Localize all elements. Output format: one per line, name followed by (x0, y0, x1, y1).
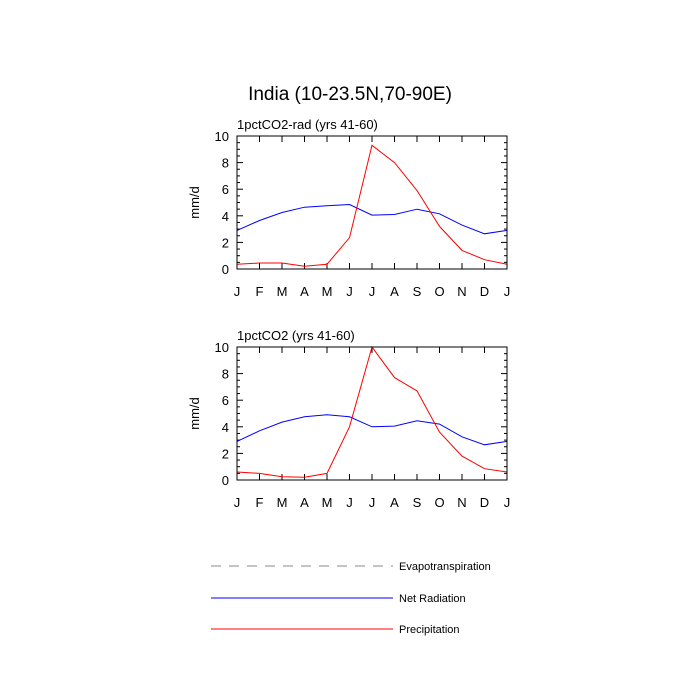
series-line-net-radiation (236, 414, 508, 446)
y-tick-label: 8 (222, 156, 229, 171)
y-axis-label: mm/d (187, 186, 202, 219)
figure-title: India (10-23.5N,70-90E) (248, 84, 452, 105)
series-line-precipitation (236, 144, 508, 267)
x-tick-label: J (504, 284, 511, 299)
x-tick-label: J (369, 284, 376, 299)
x-tick-label: M (277, 284, 288, 299)
legend: Evapotranspiration Net Radiation Precipita… (211, 561, 491, 636)
x-tick-label: S (413, 284, 422, 299)
y-tick-label: 2 (222, 446, 229, 461)
y-axis-label: mm/d (187, 397, 202, 430)
plot-frame (236, 135, 508, 270)
x-tick-label: D (480, 284, 489, 299)
plot-frame (236, 346, 508, 481)
panel-subtitle: 1pctCO2 (yrs 41-60) (237, 328, 355, 343)
legend-label: Net Radiation (399, 593, 466, 605)
y-tick-label: 6 (222, 182, 229, 197)
x-tick-label: J (234, 495, 241, 510)
x-tick-label: M (322, 284, 333, 299)
y-tick-label: 8 (222, 367, 229, 382)
x-tick-label: J (369, 495, 376, 510)
y-tick-label: 6 (222, 393, 229, 408)
x-tick-label: M (277, 495, 288, 510)
x-tick-label: N (457, 495, 466, 510)
panel-subtitle: 1pctCO2-rad (yrs 41-60) (237, 117, 378, 132)
x-tick-label: A (300, 284, 309, 299)
series-line-net-radiation (236, 203, 508, 235)
x-tick-label: O (434, 495, 444, 510)
x-tick-label: A (300, 495, 309, 510)
x-tick-label: F (256, 284, 264, 299)
x-tick-label: N (457, 284, 466, 299)
x-tick-label: J (346, 284, 353, 299)
x-tick-label: D (480, 495, 489, 510)
x-tick-label: A (390, 284, 399, 299)
y-tick-label: 10 (215, 129, 229, 144)
legend-label: Precipitation (399, 624, 460, 636)
legend-label: Evapotranspiration (399, 561, 491, 573)
y-tick-label: 0 (222, 262, 229, 277)
y-tick-label: 10 (215, 340, 229, 355)
x-tick-label: J (504, 495, 511, 510)
x-tick-label: O (434, 284, 444, 299)
x-tick-label: S (413, 495, 422, 510)
x-tick-label: J (234, 284, 241, 299)
x-tick-label: F (256, 495, 264, 510)
x-tick-label: A (390, 495, 399, 510)
y-tick-label: 4 (222, 209, 229, 224)
x-tick-label: J (346, 495, 353, 510)
x-tick-label: M (322, 495, 333, 510)
series-line-precipitation (236, 345, 508, 478)
y-tick-label: 0 (222, 473, 229, 488)
y-tick-label: 4 (222, 420, 229, 435)
y-tick-label: 2 (222, 235, 229, 250)
